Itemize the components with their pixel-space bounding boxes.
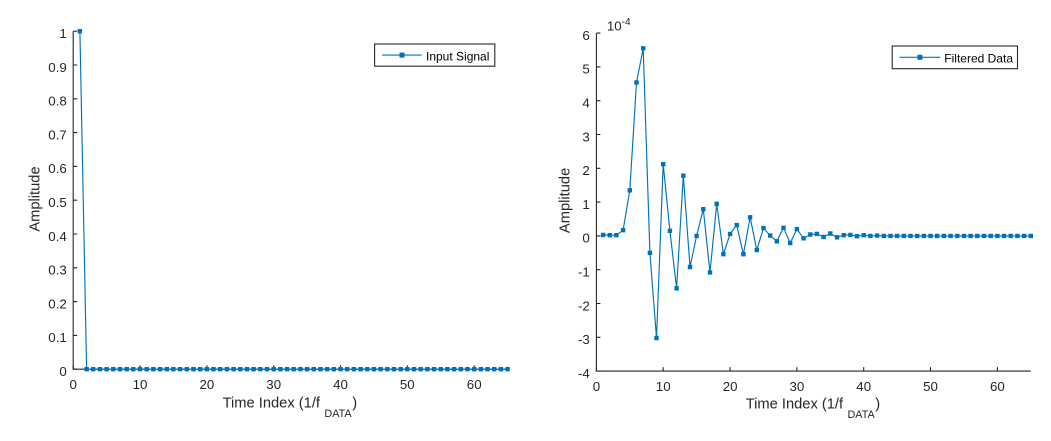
- svg-text:0.4: 0.4: [48, 229, 67, 244]
- svg-text:60: 60: [990, 379, 1005, 394]
- svg-text:20: 20: [200, 377, 215, 392]
- svg-text:0.6: 0.6: [48, 161, 67, 176]
- svg-text:Filtered Data: Filtered Data: [944, 51, 1013, 65]
- svg-text:-4: -4: [578, 366, 590, 381]
- svg-text:20: 20: [723, 379, 738, 394]
- svg-text:4: 4: [582, 96, 589, 111]
- svg-text:0.2: 0.2: [48, 296, 67, 311]
- svg-text:3: 3: [582, 129, 589, 144]
- svg-text:6: 6: [582, 28, 589, 43]
- svg-text:2: 2: [582, 163, 589, 178]
- svg-text:-1: -1: [578, 265, 590, 280]
- svg-text:0.7: 0.7: [48, 127, 67, 142]
- svg-text:Amplitude: Amplitude: [27, 166, 43, 231]
- svg-text:50: 50: [923, 379, 938, 394]
- svg-text:10: 10: [133, 377, 148, 392]
- svg-text:0.9: 0.9: [48, 60, 67, 75]
- svg-text:Input Signal: Input Signal: [426, 49, 489, 63]
- svg-text:1: 1: [582, 197, 589, 212]
- svg-text:0: 0: [69, 377, 76, 392]
- svg-text:40: 40: [856, 379, 871, 394]
- svg-text:40: 40: [333, 377, 348, 392]
- svg-text:0: 0: [582, 231, 589, 246]
- svg-text:30: 30: [790, 379, 805, 394]
- svg-text:0.1: 0.1: [48, 330, 67, 345]
- svg-text:60: 60: [467, 377, 482, 392]
- svg-text:0.5: 0.5: [48, 195, 67, 210]
- svg-text:Amplitude: Amplitude: [557, 168, 573, 233]
- svg-text:0: 0: [59, 364, 66, 379]
- svg-text:50: 50: [400, 377, 415, 392]
- svg-text:0: 0: [593, 379, 600, 394]
- svg-text:0.3: 0.3: [48, 263, 67, 278]
- svg-text:30: 30: [266, 377, 281, 392]
- svg-text:-2: -2: [578, 298, 590, 313]
- svg-text:10: 10: [656, 379, 671, 394]
- svg-text:0.8: 0.8: [48, 94, 67, 109]
- svg-text:-3: -3: [578, 332, 590, 347]
- svg-text:5: 5: [582, 62, 589, 77]
- svg-text:1: 1: [59, 26, 66, 41]
